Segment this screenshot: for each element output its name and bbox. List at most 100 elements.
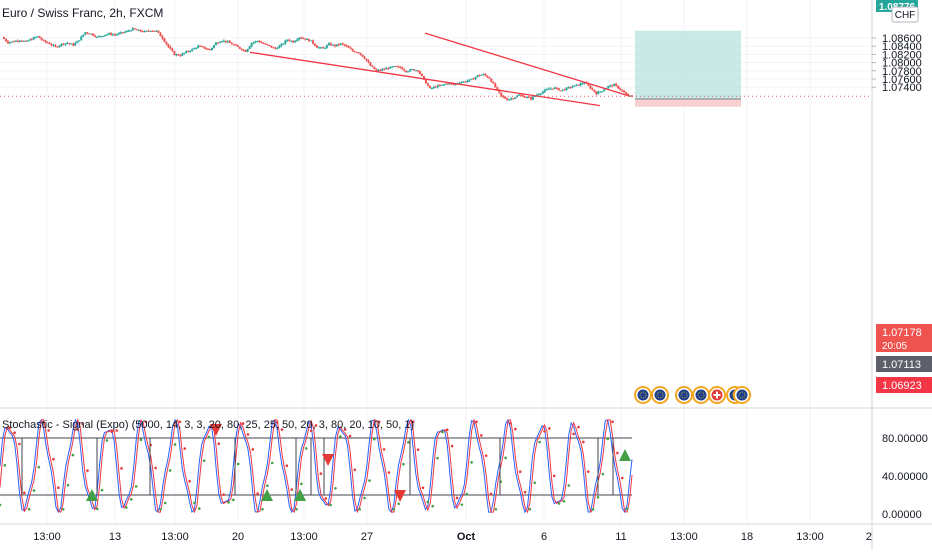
candle-body[interactable] — [389, 66, 392, 69]
candle-body[interactable] — [133, 28, 136, 30]
candle-body[interactable] — [32, 37, 35, 40]
candle-body[interactable] — [220, 41, 223, 43]
candle-body[interactable] — [349, 47, 352, 50]
candle-body[interactable] — [470, 78, 473, 80]
candle-body[interactable] — [407, 71, 410, 73]
candle-body[interactable] — [381, 69, 384, 71]
candle-body[interactable] — [88, 33, 91, 35]
candle-body[interactable] — [319, 47, 322, 49]
candle-body[interactable] — [316, 45, 318, 48]
candle-body[interactable] — [569, 87, 572, 89]
candle-body[interactable] — [187, 51, 190, 53]
candle-body[interactable] — [442, 84, 445, 86]
candle-body[interactable] — [351, 49, 354, 52]
candle-body[interactable] — [494, 83, 497, 88]
candle-body[interactable] — [50, 44, 53, 46]
candle-body[interactable] — [254, 41, 257, 43]
candle-body[interactable] — [512, 98, 515, 100]
candle-body[interactable] — [430, 88, 433, 90]
candle-body[interactable] — [70, 43, 73, 45]
candle-body[interactable] — [613, 83, 616, 86]
wedge-upper-trendline[interactable] — [424, 32, 631, 97]
candle-body[interactable] — [557, 88, 560, 91]
candle-body[interactable] — [62, 43, 65, 45]
candle-body[interactable] — [553, 87, 556, 89]
candle-body[interactable] — [474, 76, 477, 79]
candle-body[interactable] — [333, 44, 336, 47]
candle-body[interactable] — [484, 74, 487, 76]
candle-body[interactable] — [96, 36, 99, 38]
candle-body[interactable] — [302, 38, 305, 40]
sell-signal-arrow[interactable] — [394, 490, 406, 502]
candle-body[interactable] — [567, 87, 570, 89]
candle-body[interactable] — [157, 30, 160, 33]
candle-body[interactable] — [314, 43, 317, 46]
candle-body[interactable] — [201, 46, 204, 48]
candle-body[interactable] — [581, 83, 584, 85]
candle-body[interactable] — [205, 48, 208, 50]
candle-body[interactable] — [579, 83, 582, 86]
candle-body[interactable] — [498, 89, 501, 93]
candle-body[interactable] — [278, 45, 281, 49]
candle-body[interactable] — [60, 43, 63, 46]
candle-body[interactable] — [623, 90, 626, 93]
candle-body[interactable] — [367, 60, 370, 63]
candle-body[interactable] — [559, 90, 562, 92]
candle-body[interactable] — [329, 43, 332, 46]
candle-body[interactable] — [288, 39, 291, 41]
candle-body[interactable] — [496, 87, 499, 90]
candle-body[interactable] — [274, 47, 277, 49]
candle-body[interactable] — [486, 75, 489, 78]
candle-body[interactable] — [175, 54, 178, 56]
economic-events[interactable] — [634, 386, 751, 404]
candle-body[interactable] — [424, 79, 427, 84]
candle-body[interactable] — [147, 30, 150, 32]
candle-body[interactable] — [535, 94, 538, 97]
candle-body[interactable] — [173, 51, 176, 56]
candle-body[interactable] — [458, 82, 461, 84]
profit-zone[interactable] — [635, 30, 741, 99]
candle-body[interactable] — [401, 67, 404, 70]
candle-body[interactable] — [179, 55, 182, 57]
candle-body[interactable] — [203, 46, 206, 49]
stochastic-pane[interactable] — [0, 418, 633, 514]
candle-body[interactable] — [399, 66, 402, 68]
candle-body[interactable] — [100, 36, 103, 38]
candle-body[interactable] — [335, 44, 338, 47]
candle-body[interactable] — [510, 98, 513, 100]
candle-body[interactable] — [171, 48, 174, 52]
candle-body[interactable] — [222, 40, 225, 42]
candle-body[interactable] — [621, 89, 624, 91]
candle-body[interactable] — [502, 95, 505, 98]
candle-body[interactable] — [365, 58, 368, 61]
candle-body[interactable] — [589, 85, 592, 89]
candle-body[interactable] — [38, 36, 41, 39]
candle-body[interactable] — [547, 88, 550, 90]
candle-body[interactable] — [270, 45, 273, 48]
candle-body[interactable] — [167, 44, 170, 48]
candle-body[interactable] — [371, 65, 374, 67]
candle-body[interactable] — [191, 49, 194, 51]
candle-body[interactable] — [286, 39, 289, 41]
candle-body[interactable] — [12, 41, 15, 43]
stoch-d-line[interactable] — [0, 418, 633, 514]
candle-body[interactable] — [526, 96, 528, 98]
candle-body[interactable] — [359, 52, 362, 55]
candle-body[interactable] — [428, 85, 431, 89]
candle-body[interactable] — [460, 82, 463, 84]
candle-body[interactable] — [240, 48, 243, 50]
candle-body[interactable] — [68, 42, 71, 44]
candle-body[interactable] — [209, 49, 212, 51]
candle-body[interactable] — [312, 40, 315, 44]
candle-body[interactable] — [78, 40, 81, 42]
candle-body[interactable] — [446, 83, 449, 85]
candle-body[interactable] — [244, 50, 247, 52]
candle-body[interactable] — [317, 47, 320, 49]
candle-body[interactable] — [304, 38, 307, 40]
buy-signal-arrow[interactable] — [261, 489, 273, 501]
candle-body[interactable] — [543, 90, 546, 92]
candle-body[interactable] — [10, 41, 13, 43]
candle-body[interactable] — [298, 37, 301, 40]
candle-body[interactable] — [426, 83, 429, 86]
candle-body[interactable] — [296, 39, 299, 41]
